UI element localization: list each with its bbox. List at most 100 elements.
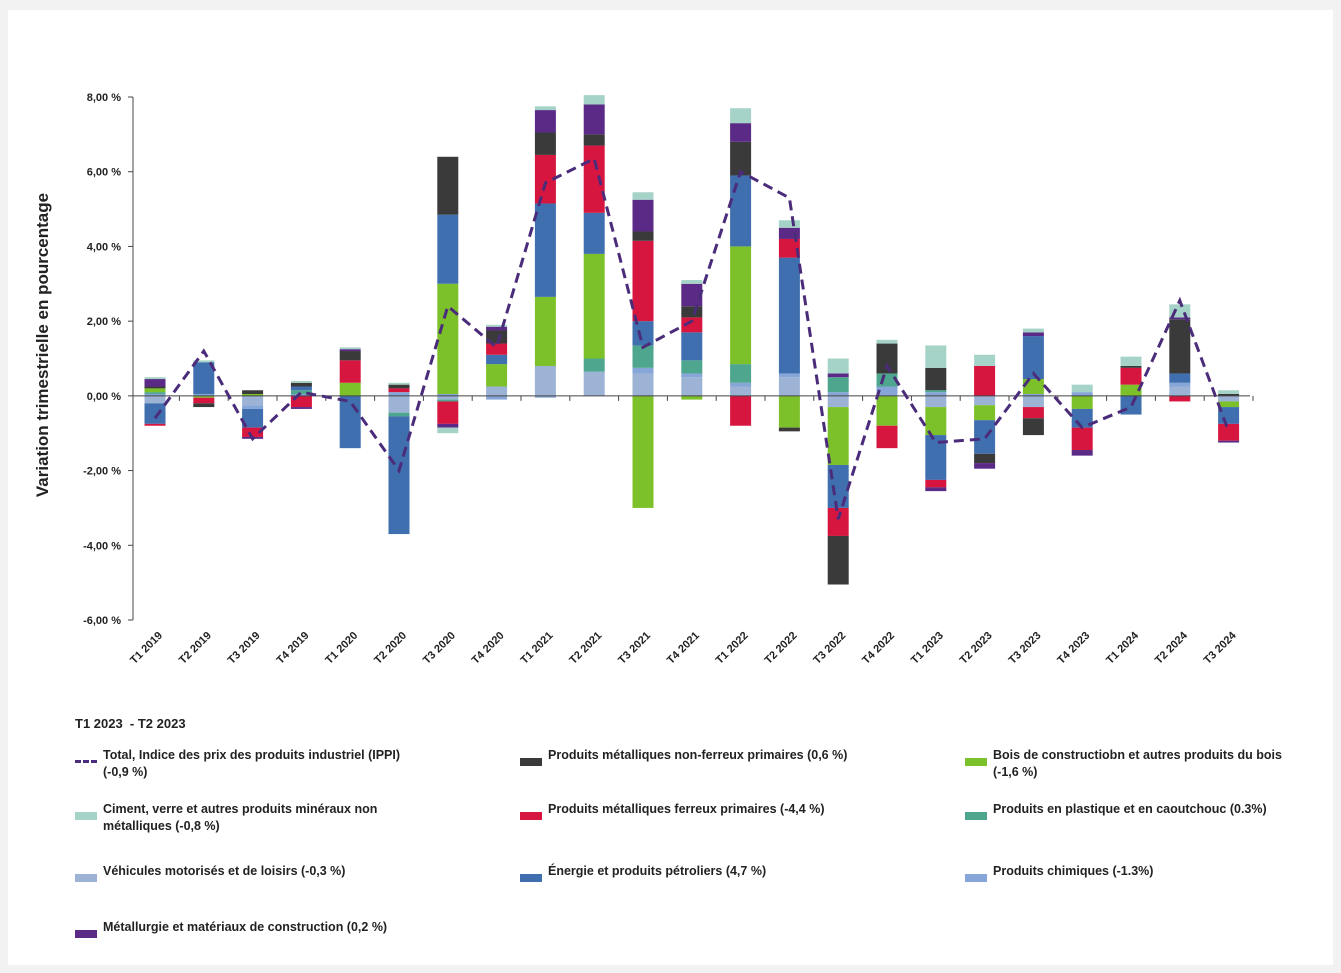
legend-label: Produits en plastique et en caoutchouc (… — [993, 802, 1267, 816]
bar-segment — [1022, 332, 1044, 337]
bar-segment — [290, 407, 312, 409]
bar-segment — [339, 360, 361, 383]
bar-segment — [437, 399, 459, 402]
bar-segment — [486, 354, 508, 365]
y-tick-label: 2,00 % — [87, 316, 121, 328]
legend-swatch — [75, 930, 97, 938]
bar-segment — [486, 330, 508, 344]
bar-segment — [876, 395, 898, 426]
bar-segment — [583, 371, 605, 396]
bar-segment — [290, 395, 312, 408]
bar-segment — [193, 403, 215, 408]
bar-segment — [632, 231, 654, 241]
bar-segment — [144, 395, 166, 404]
bar-segment — [437, 156, 459, 215]
bar-segment — [290, 386, 312, 391]
bar-segment — [925, 407, 947, 436]
bar-segment — [437, 283, 459, 394]
legend-swatch — [75, 874, 97, 882]
x-tick-label: T1 2021 — [518, 630, 555, 667]
bar-segment — [193, 397, 215, 404]
bar-segment — [534, 365, 556, 396]
bar-segment — [974, 405, 996, 421]
bar-segment — [1071, 395, 1093, 409]
bar-segment — [290, 382, 312, 387]
bar-segment — [1022, 393, 1044, 396]
total-line — [153, 156, 1231, 520]
bar-segment — [534, 110, 556, 133]
bar-segment — [974, 395, 996, 406]
bar-segment — [583, 104, 605, 135]
bar-segment — [583, 358, 605, 372]
bar-segment — [681, 332, 703, 361]
bar-segment — [437, 393, 459, 396]
bar-segment — [974, 365, 996, 396]
chart: Variation trimestrielle en pourcentage 8… — [33, 92, 1254, 667]
bar-segment — [437, 395, 459, 400]
x-tick-label: T4 2023 — [1055, 630, 1092, 667]
bar-segment — [925, 487, 947, 492]
bar-segment — [974, 354, 996, 366]
bar-segment — [778, 377, 800, 396]
y-tick-label: 8,00 % — [87, 92, 121, 104]
bar-segment — [193, 395, 215, 398]
y-tick-label: -4,00 % — [83, 540, 121, 552]
x-tick-label: T4 2022 — [860, 630, 897, 667]
bar-segment — [144, 393, 166, 396]
x-tick-label: T1 2024 — [1104, 629, 1142, 667]
bar-segment — [876, 425, 898, 449]
bar-segment — [437, 423, 459, 428]
x-tick-label: T3 2020 — [421, 630, 458, 667]
bar-segment — [681, 306, 703, 318]
bar-segment — [1169, 395, 1191, 402]
bar-segment — [925, 395, 947, 408]
y-tick-label: 4,00 % — [87, 241, 121, 253]
bar-segment — [778, 227, 800, 239]
legend-label: Total, Indice des prix des produits indu… — [103, 748, 401, 779]
bar-segment — [827, 407, 849, 465]
x-tick-label: T2 2023 — [958, 630, 995, 667]
x-tick-label: T3 2023 — [1006, 630, 1043, 667]
bar-segment — [339, 351, 361, 361]
bar-segment — [486, 326, 508, 331]
bar-segment — [242, 390, 264, 394]
bar-segment — [778, 238, 800, 258]
bar-segment — [242, 427, 264, 437]
bar-segment — [681, 283, 703, 307]
bar-segment — [974, 463, 996, 469]
bar-segment — [730, 141, 752, 176]
bar-segment — [925, 367, 947, 391]
bar-segment — [925, 479, 947, 488]
bar-segment — [437, 401, 459, 424]
bar-segment — [1022, 418, 1044, 436]
bar-segment — [583, 95, 605, 105]
bar-segment — [1022, 407, 1044, 419]
bar-segment — [730, 108, 752, 124]
card — [8, 10, 1333, 965]
bar-segment — [144, 379, 166, 387]
bar-segment — [974, 453, 996, 464]
bar-segment — [534, 395, 556, 398]
bar-segment — [339, 395, 361, 449]
bar-segment — [925, 392, 947, 396]
bar-segment — [1218, 395, 1240, 402]
bar-segment — [144, 392, 166, 394]
bar-segment — [437, 214, 459, 284]
legend-label: Produits métalliques ferreux primaires (… — [548, 802, 825, 816]
bar-segment — [242, 395, 264, 406]
bar-segment — [632, 240, 654, 322]
bar-segment — [486, 386, 508, 396]
bar-segment — [778, 395, 800, 428]
bar-segment — [681, 317, 703, 333]
x-tick-label: T2 2021 — [567, 630, 604, 667]
bar-segment — [632, 199, 654, 232]
bar-segment — [290, 390, 312, 394]
bar-segment — [583, 134, 605, 146]
x-tick-label: T4 2020 — [470, 630, 507, 667]
bar-segment — [681, 280, 703, 284]
x-tick-label: T1 2023 — [909, 630, 946, 667]
bar-segment — [437, 427, 459, 434]
bar-segment — [925, 390, 947, 393]
bar-segment — [388, 416, 410, 535]
